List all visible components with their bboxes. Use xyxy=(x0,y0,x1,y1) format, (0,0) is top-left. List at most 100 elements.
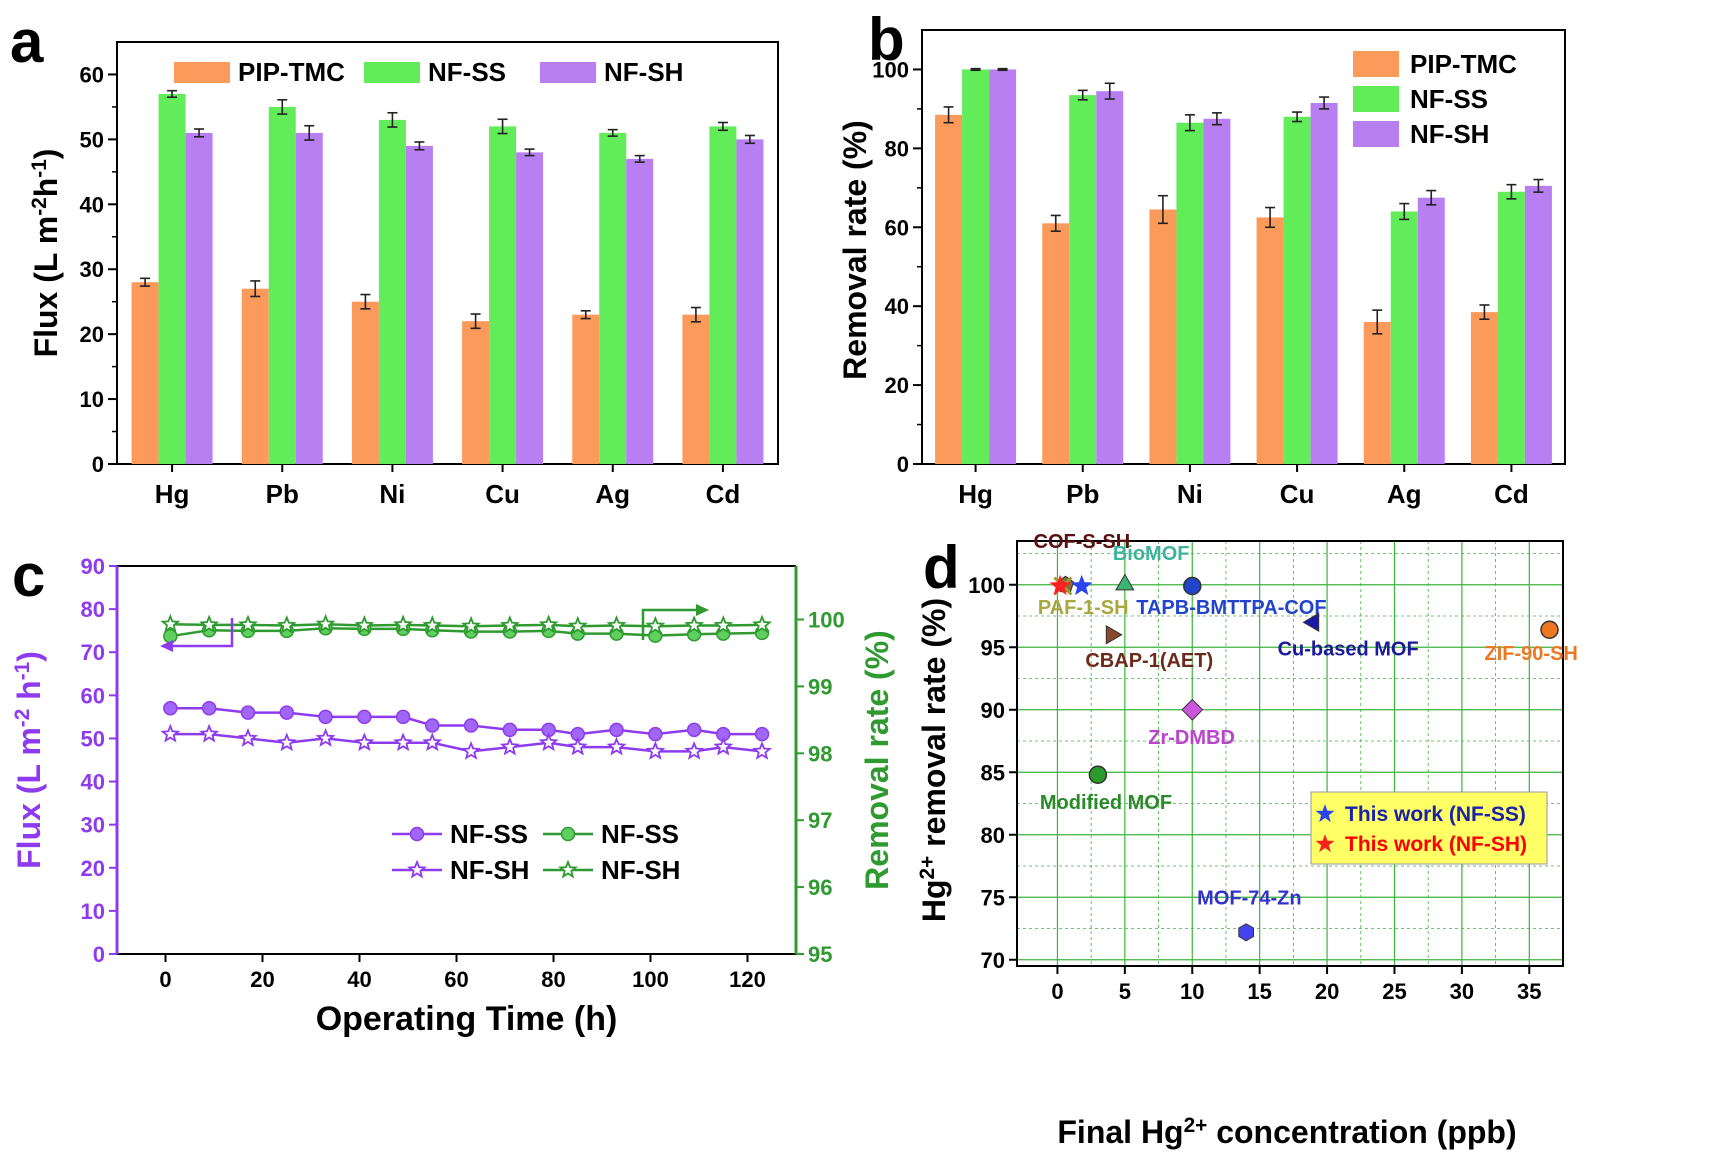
panel-b-bar-pip-tmc-pb xyxy=(1042,223,1070,464)
ylabel-part: Flux (L m xyxy=(11,727,47,869)
panel-d-point-label: PAF-1-SH xyxy=(1038,597,1129,619)
panel-c-point-left-circle xyxy=(357,709,372,725)
panel-b-ytick-label: 40 xyxy=(885,294,909,319)
panel-c-ytick-left-label: 90 xyxy=(81,554,105,579)
panel-b-bar-nf-ss-cu xyxy=(1283,116,1311,465)
panel-d-point-label: MOF-74-Zn xyxy=(1197,887,1301,909)
panel-c-legend-label: NF-SH xyxy=(450,855,529,885)
panel-d-point-cbap-1-aet- xyxy=(1105,625,1123,645)
panel-c-ytick-left-label: 70 xyxy=(81,640,105,665)
panel-b-bar-nf-sh-pb xyxy=(1096,91,1124,465)
panel-c-legend-marker xyxy=(407,859,427,879)
panel-c-point-left-star xyxy=(538,732,559,752)
panel-c-point-left-star xyxy=(752,740,772,760)
panel-c-point-left-circle xyxy=(754,726,770,742)
ylabel-part: ) xyxy=(28,149,64,160)
panel-c-point-right-star xyxy=(354,615,375,634)
panel-c-xtick-label: 100 xyxy=(632,967,669,992)
panel-d-ytick-label: 85 xyxy=(981,760,1005,785)
panel-a-bar-nf-sh-ni xyxy=(405,145,433,464)
panel-b-legend-label: NF-SS xyxy=(1410,84,1488,114)
panel-letter-b: b xyxy=(868,6,905,73)
panel-c-point-left-star xyxy=(276,732,297,752)
panel-a-xtick-label: Pb xyxy=(266,479,299,509)
panel-a-bar-nf-ss-pb xyxy=(268,106,296,464)
panel-c-right-axis-arrow xyxy=(641,608,705,640)
panel-c-point-left-star xyxy=(354,732,375,752)
panel-d-xtick-label: 30 xyxy=(1450,979,1474,1004)
panel-a-bar-nf-ss-cu xyxy=(489,126,517,465)
panel-c-point-right-star xyxy=(315,613,336,633)
panel-a-legend-label: PIP-TMC xyxy=(238,57,345,87)
panel-c-point-left-star xyxy=(499,736,520,756)
panel-d-point-label: ZIF-90-SH xyxy=(1485,643,1578,665)
panel-d-point-label: BioMOF xyxy=(1113,543,1190,565)
panel-c-point-left-circle xyxy=(502,722,518,738)
panel-b-legend-label: NF-SH xyxy=(1410,119,1489,149)
xlabel-sup: 2+ xyxy=(1184,1114,1208,1137)
panel-a-ytick-label: 50 xyxy=(80,127,104,152)
panel-letter-d: d xyxy=(923,534,960,601)
panel-b-legend-label: PIP-TMC xyxy=(1410,49,1517,79)
panel-a-bar-nf-ss-ag xyxy=(599,132,627,464)
panel-a-xtick-label: Ag xyxy=(595,479,630,509)
panel-c-point-right-star xyxy=(160,613,181,633)
panel-d-point-label: CBAP-1(AET) xyxy=(1085,650,1213,672)
panel-a-bar-nf-ss-ni xyxy=(378,119,406,465)
panel-c-ytick-left-label: 20 xyxy=(81,856,105,881)
panel-a-bar-pip-tmc-cd xyxy=(682,314,710,464)
panel-c-ytick-left-label: 0 xyxy=(93,942,105,967)
panel-a-xtick-label: Cu xyxy=(485,479,520,509)
panel-c-ytick-right-label: 99 xyxy=(808,674,832,699)
panel-a-legend-swatch xyxy=(540,62,596,83)
panel-d-point-label: COF-S-SH xyxy=(1034,531,1131,553)
panel-a-bar-pip-tmc-ag xyxy=(572,314,600,464)
panel-b-bar-chart: 0 20 40 60 80 100 Hg Pb Ni Cu Ag Cd PIP-TMC NF-SS NF-S… xyxy=(837,29,1566,509)
panel-a-legend-swatch xyxy=(174,62,230,83)
panel-b-bar-pip-tmc-cu xyxy=(1256,217,1284,464)
ylabel-part: removal rate (%) xyxy=(916,598,952,856)
ylabel-sup: 2+ xyxy=(916,856,939,880)
panel-a-ytick-label: 40 xyxy=(80,192,104,217)
panel-d-point-tapb-bmttpa-cof xyxy=(1183,576,1202,596)
panel-c-point-left-circle xyxy=(163,701,178,716)
panel-d-point-zr-dmbd xyxy=(1181,698,1204,721)
panel-c-point-right-star xyxy=(538,614,559,634)
panel-c-xtick-label: 60 xyxy=(444,967,468,992)
panel-c-point-right-star xyxy=(393,614,414,634)
panel-c-point-left-star xyxy=(684,740,705,760)
panel-d-legend-marker xyxy=(1315,834,1335,853)
panel-c-left-axis-arrowhead xyxy=(160,640,173,652)
panel-d-legend-label: This work (NF-SH) xyxy=(1345,833,1527,856)
panel-d-xlabel: Final Hg2+ concentration (ppb) xyxy=(1057,1114,1516,1151)
panel-c-ytick-left-label: 30 xyxy=(81,813,105,838)
panel-c-xtick-label: 120 xyxy=(729,967,766,992)
ylabel-part: Hg xyxy=(916,879,952,922)
panel-c-point-right-star xyxy=(276,615,297,634)
panel-c-point-right-star xyxy=(567,615,588,635)
panel-d-xtick-label: 5 xyxy=(1119,979,1131,1004)
panel-a-bar-pip-tmc-hg xyxy=(131,282,159,464)
panel-b-xtick-label: Cu xyxy=(1280,479,1315,509)
panel-a-ylabel: Flux (L m-2h-1) xyxy=(28,149,65,358)
panel-b-ytick-label: 60 xyxy=(885,215,909,240)
panel-b-bar-pip-tmc-ag xyxy=(1363,321,1391,464)
panel-c-line-chart: 0 20 40 60 80 100 120 0 10 20 30 40 50 60 70 80 90 95 96 97… xyxy=(11,554,896,1038)
panel-c-point-left-star xyxy=(422,732,443,752)
panel-c-point-left-star xyxy=(160,723,181,743)
ylabel-sup: -2 xyxy=(28,197,51,216)
panel-c-legend-label: NF-SS xyxy=(450,819,528,849)
panel-c-xlabel: Operating Time (h) xyxy=(316,1000,618,1038)
panel-b-bar-nf-sh-ag xyxy=(1417,197,1445,464)
panel-d-ytick-label: 100 xyxy=(968,573,1005,598)
panel-a-ytick-label: 0 xyxy=(92,452,104,477)
panel-c-ytick-left-label: 80 xyxy=(81,597,105,622)
panel-c-point-left-star xyxy=(237,727,258,747)
panel-d-xtick-label: 10 xyxy=(1180,979,1204,1004)
panel-a-ytick-label: 20 xyxy=(80,322,104,347)
panel-a-bar-chart: 0 10 20 30 40 50 60 Hg Pb Ni Cu Ag Cd PIP-TMC NF-SS NF-… xyxy=(28,41,779,509)
panel-c-point-left-star xyxy=(713,736,734,756)
panel-b-xtick-label: Ag xyxy=(1387,479,1422,509)
panel-c-ytick-right-label: 96 xyxy=(808,875,832,900)
panel-b-plot-frame xyxy=(921,29,1566,465)
